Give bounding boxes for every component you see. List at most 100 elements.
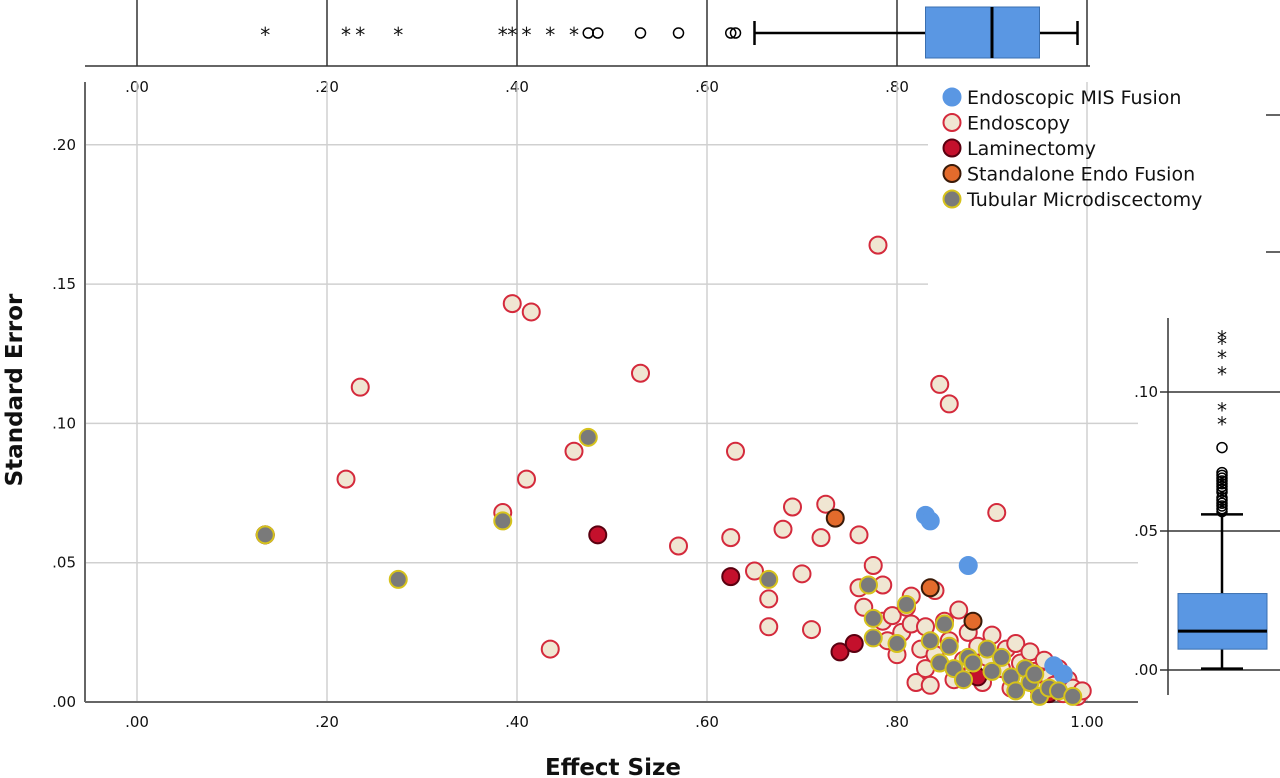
right-y-tick-label: .05 xyxy=(1134,522,1158,540)
data-point xyxy=(935,614,954,634)
data-point xyxy=(388,569,408,589)
data-point xyxy=(1025,664,1045,684)
y-tick-label: .00 xyxy=(52,693,76,711)
data-point xyxy=(759,589,779,609)
legend-swatch xyxy=(942,87,962,107)
data-point xyxy=(773,519,793,539)
right-boxplot-panel: .00.05.10 ****** xyxy=(1134,318,1280,695)
data-point xyxy=(987,503,1007,523)
data-point xyxy=(811,528,831,548)
legend-label: Endoscopy xyxy=(967,113,1070,135)
top-outlier-star: * xyxy=(393,23,403,47)
legend-swatch xyxy=(942,189,962,209)
data-point xyxy=(1063,686,1083,706)
data-point xyxy=(502,294,522,314)
top-outlier-circle xyxy=(729,27,742,39)
data-point xyxy=(517,469,536,489)
data-point xyxy=(1006,681,1026,701)
data-point xyxy=(849,525,869,545)
top-outlier-star: * xyxy=(260,23,270,47)
data-point xyxy=(759,617,779,637)
data-point xyxy=(939,394,959,414)
legend-label: Laminectomy xyxy=(967,138,1096,160)
x-tick-label: .40 xyxy=(505,713,529,731)
data-point xyxy=(982,661,1002,681)
data-point xyxy=(745,561,764,581)
data-point xyxy=(863,555,883,575)
data-point xyxy=(920,578,940,598)
top-outlier-star: * xyxy=(355,23,365,47)
right-outlier-star: * xyxy=(1217,413,1227,437)
data-point xyxy=(669,536,688,556)
data-point xyxy=(963,611,983,631)
data-point xyxy=(631,363,650,383)
legend: Endoscopic MIS Fusion Endoscopy Laminectom… xyxy=(942,87,1202,211)
data-point xyxy=(954,670,973,690)
data-point xyxy=(939,636,959,656)
x-axis-title: Effect Size xyxy=(545,755,681,778)
data-point xyxy=(564,441,584,461)
data-point xyxy=(930,374,950,394)
data-point xyxy=(897,594,916,614)
data-point xyxy=(721,528,741,548)
y-tick-label: .15 xyxy=(52,275,76,293)
data-point xyxy=(949,600,969,620)
data-point xyxy=(920,511,940,531)
legend-label: Standalone Endo Fusion xyxy=(967,164,1195,186)
data-point xyxy=(958,555,978,575)
data-point xyxy=(540,639,560,659)
data-point xyxy=(920,675,940,695)
legend-label: Endoscopic MIS Fusion xyxy=(967,87,1181,109)
x-tick-label: .00 xyxy=(125,713,149,731)
data-point xyxy=(521,302,541,322)
data-point xyxy=(578,427,598,447)
data-point xyxy=(726,441,745,461)
right-box xyxy=(1177,593,1268,650)
top-box xyxy=(925,6,1040,59)
data-point xyxy=(963,653,983,673)
right-outlier-star: * xyxy=(1217,326,1227,350)
top-outlier-star: * xyxy=(341,23,351,47)
right-outlier-circle xyxy=(1216,441,1228,454)
data-point xyxy=(992,647,1011,667)
y-tick-label: .10 xyxy=(52,414,76,432)
right-y-tick-label: .10 xyxy=(1134,383,1158,401)
data-point xyxy=(863,628,883,648)
data-point xyxy=(920,631,940,651)
x-tick-label: .60 xyxy=(695,713,719,731)
right-outlier-star: * xyxy=(1217,332,1227,356)
top-outlier-star: * xyxy=(507,23,517,47)
right-outlier-star: * xyxy=(1217,363,1227,387)
right-outlier-circle xyxy=(1216,466,1228,479)
data-point xyxy=(255,525,275,545)
right-outlier-star: * xyxy=(1217,346,1227,370)
right-outlier-star: * xyxy=(1217,399,1227,423)
legend-label: Tubular Microdiscectomy xyxy=(966,189,1202,211)
top-outlier-circle xyxy=(592,27,604,39)
legend-swatch xyxy=(942,138,962,158)
top-outlier-circle xyxy=(725,27,737,39)
y-axis-title: Standard Error xyxy=(2,293,28,486)
right-y-tick-label: .00 xyxy=(1134,661,1158,679)
data-point xyxy=(816,494,836,514)
data-point xyxy=(830,642,850,662)
top-outlier-star: * xyxy=(522,23,532,47)
y-tick-label: .05 xyxy=(52,554,76,572)
data-point xyxy=(863,608,883,628)
data-point xyxy=(792,564,812,584)
data-point xyxy=(1053,664,1073,684)
data-point xyxy=(350,377,370,397)
data-point xyxy=(1006,633,1026,653)
top-outlier-circle xyxy=(582,27,594,39)
data-point xyxy=(887,633,907,653)
main-scatter-panel: .00 .20 .40 .60 .80 1.00 .00 .05 .10 .15 .20 Effe… xyxy=(2,82,1138,778)
top-outlier-star: * xyxy=(569,23,579,47)
data-point xyxy=(759,569,779,589)
x-tick-label: .20 xyxy=(315,713,339,731)
data-point xyxy=(859,575,878,595)
data-point xyxy=(721,567,741,587)
right-outlier-circle xyxy=(1216,491,1228,504)
data-point xyxy=(588,525,608,545)
y-tick-label: .20 xyxy=(52,136,76,154)
